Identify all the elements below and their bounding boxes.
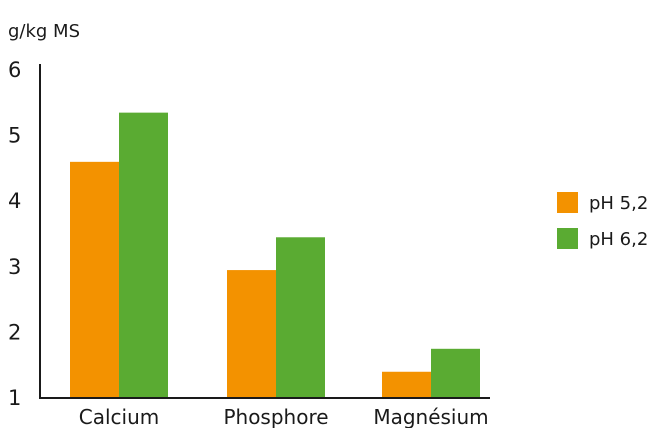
y-axis-unit-label: g/kg MS <box>8 21 80 42</box>
bar-calcium-ph-6-2 <box>119 112 168 398</box>
bar-phosphore-ph-6-2 <box>276 237 325 398</box>
y-tick-label: 3 <box>8 255 21 279</box>
x-axis-labels: Calcium Phosphore Magnésium <box>79 405 489 428</box>
bar-calcium-ph-5-2 <box>70 161 119 398</box>
y-tick-label: 6 <box>8 58 21 82</box>
bars <box>70 112 480 398</box>
bar-magnesium-ph-5-2 <box>382 371 431 398</box>
legend-swatch-ph-6-2 <box>557 228 578 249</box>
y-tick-label: 4 <box>8 189 21 213</box>
y-tick-label: 2 <box>8 320 21 344</box>
bar-phosphore-ph-5-2 <box>227 270 276 398</box>
legend-swatch-ph-5-2 <box>557 192 578 213</box>
x-category-label: Phosphore <box>223 405 328 428</box>
y-tick-label: 1 <box>8 386 21 410</box>
x-category-label: Magnésium <box>373 405 488 428</box>
legend-label: pH 5,2 <box>589 193 648 214</box>
y-axis-ticks: 1 2 3 4 5 6 <box>8 58 21 410</box>
legend: pH 5,2 pH 6,2 <box>557 192 648 250</box>
legend-label: pH 6,2 <box>589 229 648 250</box>
x-category-label: Calcium <box>79 405 160 428</box>
bar-magnesium-ph-6-2 <box>431 348 480 398</box>
y-tick-label: 5 <box>8 124 21 148</box>
